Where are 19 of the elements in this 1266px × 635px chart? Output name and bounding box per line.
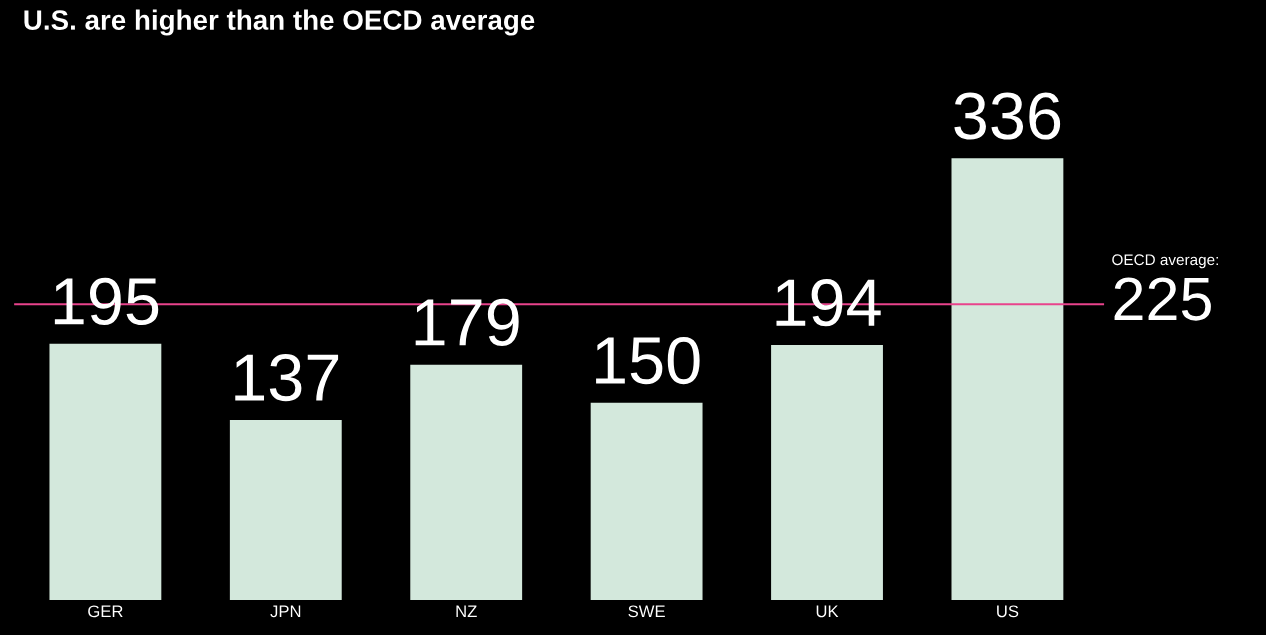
x-tick-label: GER [88,605,123,618]
ref-line-label: OECD average: [1112,254,1218,269]
bar [410,364,523,601]
text: 225 [1114,277,1211,321]
data-label: 179 [415,298,519,347]
chart-title: U.S. are higher than the OECD average [24,9,535,36]
bar [229,419,342,601]
bar [951,158,1064,601]
data-label: 336 [954,92,1061,140]
x-tick-label: JPN [270,605,301,618]
x-tick-label: NZ [456,605,477,618]
data-label: 150 [596,336,700,385]
bar [590,402,703,601]
x-tick-label: SWE [628,605,665,618]
x-tick-label: UK [816,605,839,618]
x-tick-label: US [997,605,1019,618]
bar [771,345,883,601]
bar [49,343,162,601]
data-label: 137 [235,354,339,402]
